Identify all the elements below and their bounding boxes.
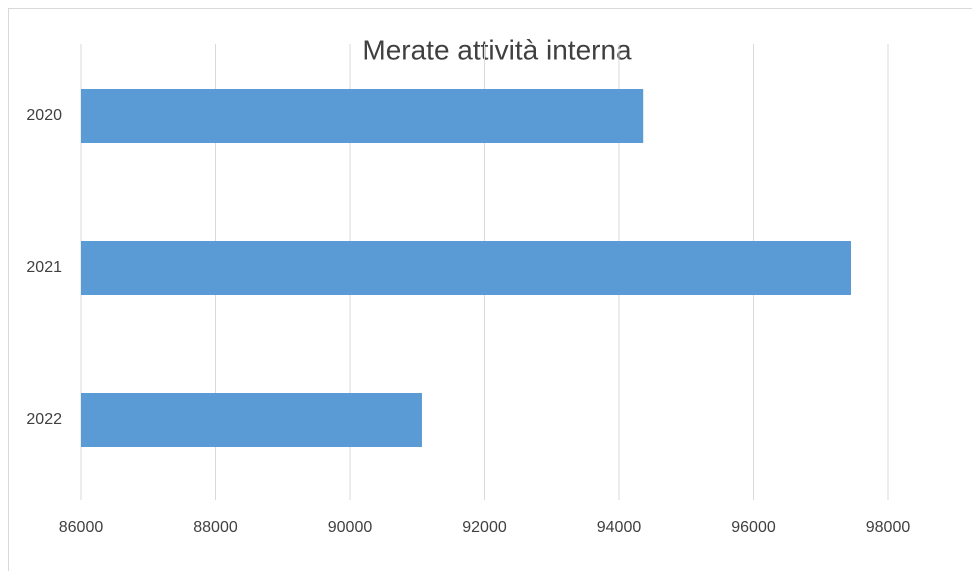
y-tick-label: 2020	[26, 107, 62, 124]
bar	[81, 89, 644, 143]
x-tick-label: 92000	[462, 519, 507, 536]
x-tick-label: 94000	[597, 519, 642, 536]
x-tick-label: 86000	[59, 519, 104, 536]
x-tick-label: 96000	[731, 519, 776, 536]
x-tick-label: 88000	[193, 519, 238, 536]
bar	[81, 393, 422, 447]
bar	[81, 241, 852, 295]
chart-title: Merate attività interna	[362, 34, 632, 65]
y-tick-label: 2021	[26, 259, 62, 276]
chart-frame	[8, 8, 972, 571]
x-tick-label: 98000	[866, 519, 911, 536]
x-tick-label: 90000	[328, 519, 373, 536]
y-tick-label: 2022	[26, 411, 62, 428]
